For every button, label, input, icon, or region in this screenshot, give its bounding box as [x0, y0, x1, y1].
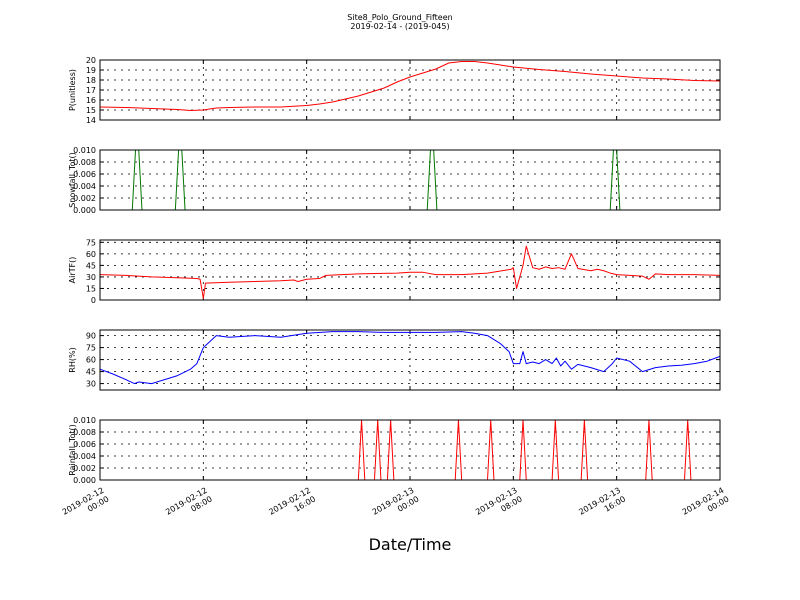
- y-axis-label: P(unitless): [68, 69, 77, 111]
- x-axis-label: Date/Time: [369, 535, 452, 554]
- panels: 14151617181920P(unitless)0.0000.0020.004…: [68, 56, 721, 485]
- y-tick-label: 0.010: [73, 416, 96, 425]
- y-tick-label: 15: [86, 106, 96, 115]
- plot-frame: [99, 149, 721, 211]
- y-tick-label: 16: [86, 96, 96, 105]
- panel-4: 30 45 60 75 90 RH(%): [68, 329, 721, 391]
- plot-frame: [99, 239, 721, 301]
- panel-3: 0 15 30 45 60 75 AirTF(): [68, 238, 721, 305]
- y-tick-label: 0.006: [73, 170, 96, 179]
- plot-frame: [99, 329, 721, 391]
- y-axis-label: Rainfall_Tot(): [68, 424, 77, 476]
- plot-frame: [99, 419, 721, 481]
- y-tick-label: 75: [86, 238, 96, 247]
- y-tick-label: 0.000: [73, 476, 96, 485]
- y-tick-label: 75: [86, 344, 96, 353]
- panel-2: 0.000 0.002 0.004 0.006 0.008 0.010Snowfall_T…: [68, 146, 721, 215]
- y-axis-label: RH(%): [68, 347, 77, 372]
- y-tick-label: 0.010: [73, 146, 96, 155]
- y-tick-label: 0: [91, 296, 96, 305]
- y-tick-label: 0.002: [73, 194, 96, 203]
- y-tick-label: 30: [86, 273, 96, 282]
- y-tick-label: 45: [86, 261, 96, 270]
- y-tick-label: 0.000: [73, 206, 96, 215]
- y-tick-label: 0.004: [73, 452, 96, 461]
- y-tick-label: 0.006: [73, 440, 96, 449]
- series-line-4-1: [99, 331, 721, 385]
- y-tick-label: 0.002: [73, 464, 96, 473]
- y-tick-label: 30: [86, 380, 96, 389]
- y-tick-label: 60: [86, 356, 96, 365]
- plot-frame: [99, 59, 721, 121]
- y-tick-label: 19: [86, 66, 96, 75]
- y-tick-label: 14: [86, 116, 96, 125]
- y-tick-label: 90: [86, 332, 96, 341]
- y-tick-label: 20: [86, 56, 96, 65]
- y-tick-label: 0.004: [73, 182, 96, 191]
- y-tick-label: 18: [86, 76, 96, 85]
- chart-subtitle: 2019-02-14 - (2019-045): [350, 22, 449, 31]
- y-axis-label: Snowfall_Tot(): [68, 152, 77, 208]
- y-tick-label: 17: [86, 86, 96, 95]
- y-tick-label: 60: [86, 250, 96, 259]
- y-tick-label: 0.008: [73, 428, 96, 437]
- y-axis-label: AirTF(): [68, 257, 77, 284]
- series-line-1-1: [99, 61, 721, 111]
- panel-5: 0.000 0.002 0.004 0.006 0.008 0.010Rainfall_T…: [68, 416, 721, 485]
- chart-title: Site8_Polo_Ground_Fifteen: [347, 13, 452, 22]
- y-tick-label: 15: [86, 284, 96, 293]
- series-line-3-1: [99, 245, 721, 299]
- y-tick-label: 45: [86, 368, 96, 377]
- y-tick-label: 0.008: [73, 158, 96, 167]
